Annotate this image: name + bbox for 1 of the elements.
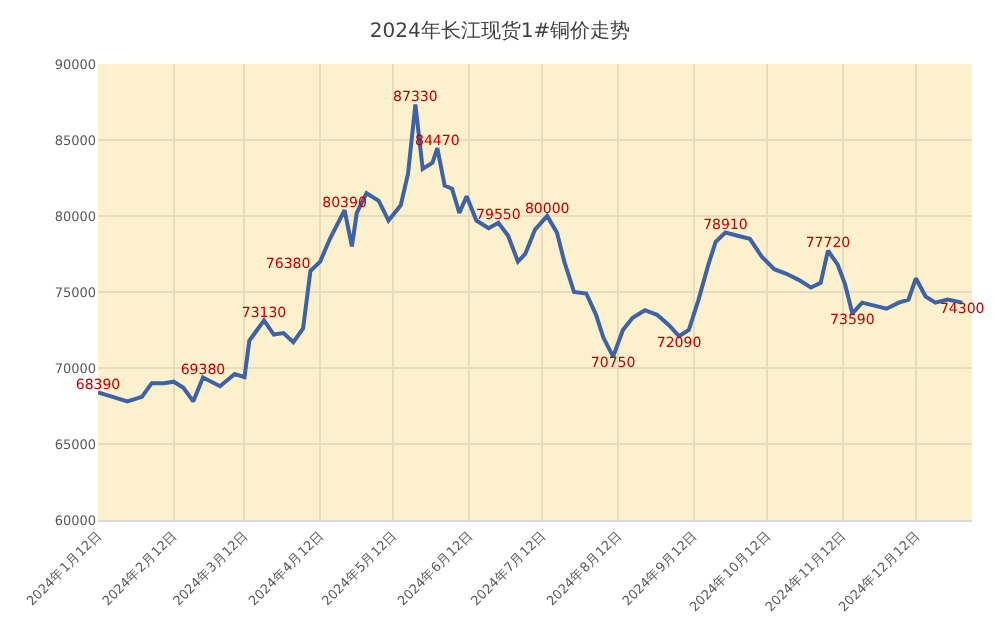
chart-title: 2024年长江现货1#铜价走势	[369, 18, 631, 43]
